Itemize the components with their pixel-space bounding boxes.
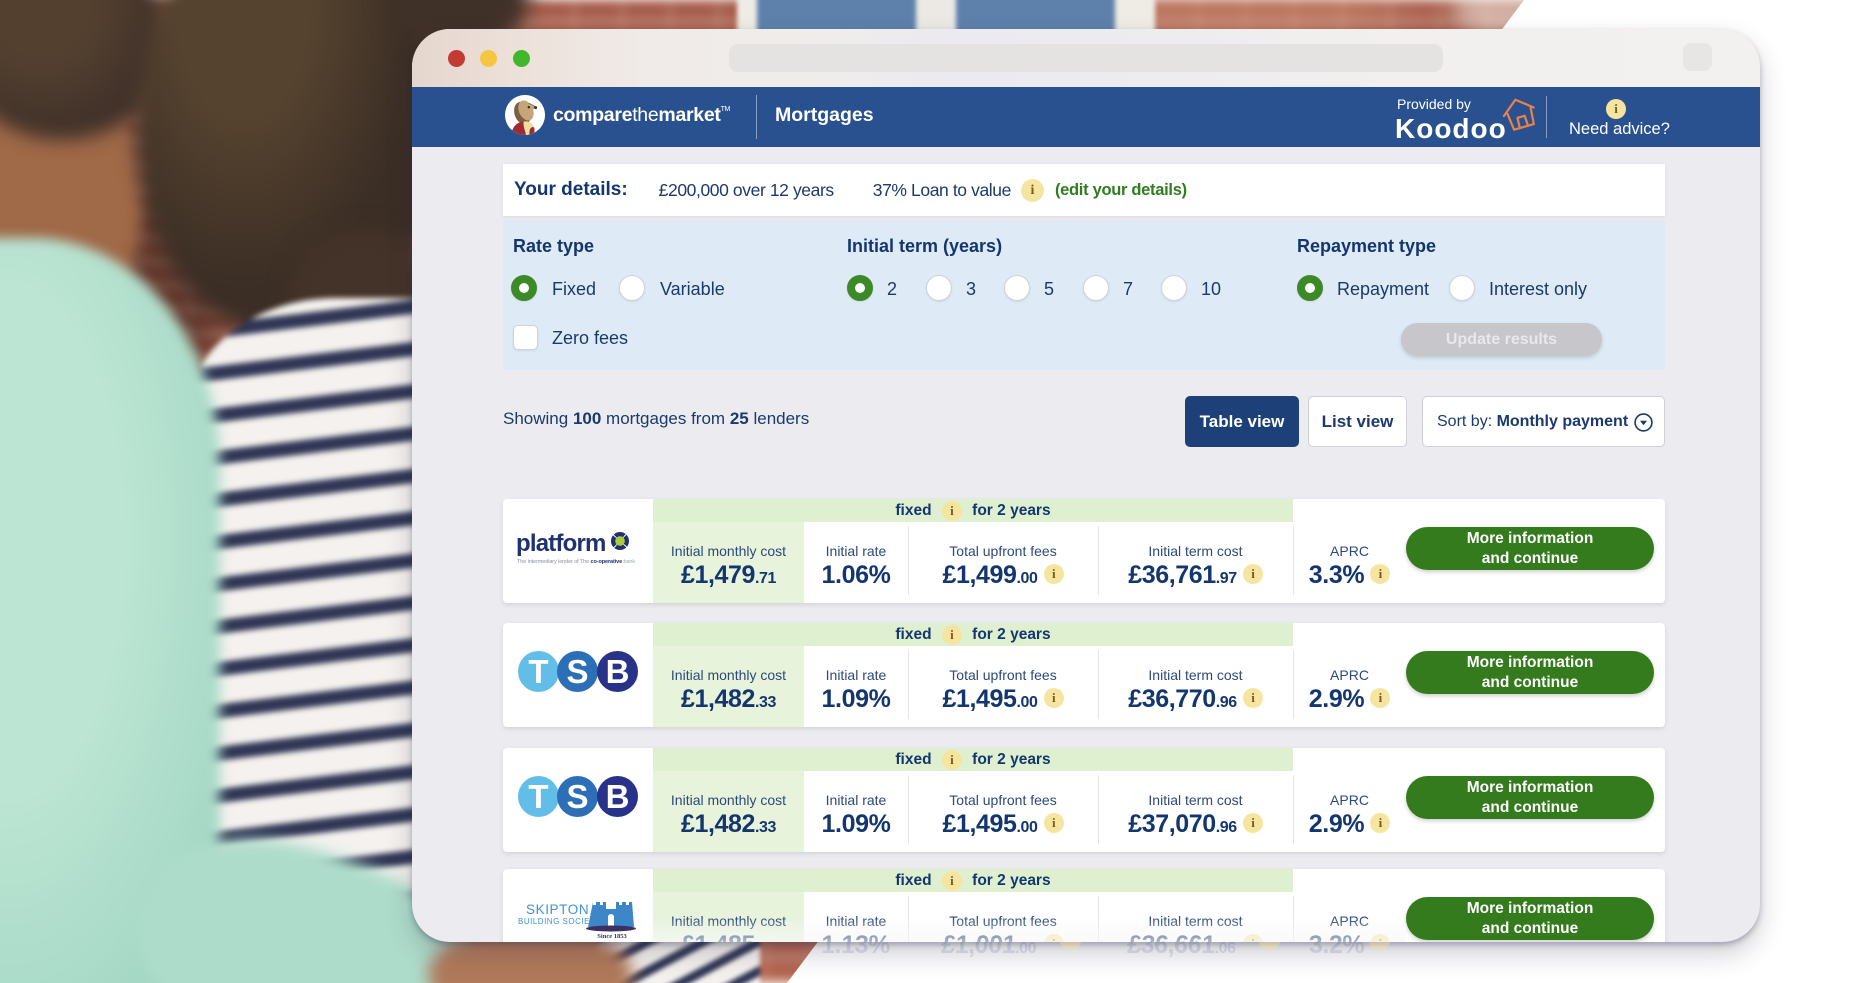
svg-text:Since 1853: Since 1853 bbox=[597, 933, 627, 940]
